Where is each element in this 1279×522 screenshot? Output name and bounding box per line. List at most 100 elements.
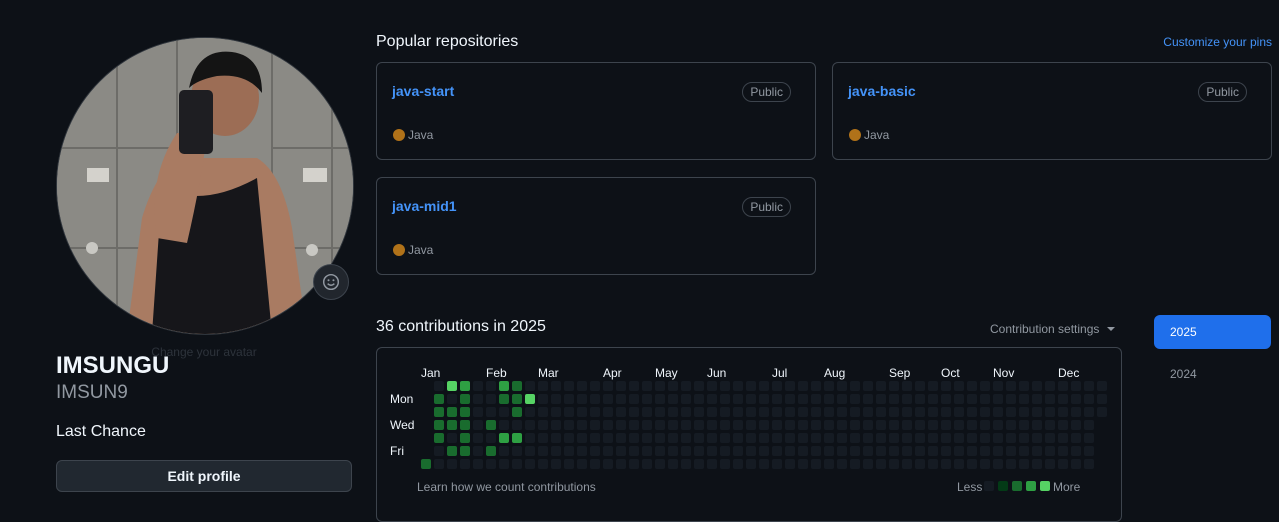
contribution-cell[interactable] (941, 446, 951, 456)
contribution-cell[interactable] (1084, 381, 1094, 391)
contribution-cell[interactable] (967, 459, 977, 469)
contribution-cell[interactable] (733, 446, 743, 456)
contribution-cell[interactable] (993, 446, 1003, 456)
contribution-cell[interactable] (486, 394, 496, 404)
contribution-cell[interactable] (538, 394, 548, 404)
contribution-cell[interactable] (889, 407, 899, 417)
contribution-cell[interactable] (941, 407, 951, 417)
contribution-cell[interactable] (707, 446, 717, 456)
contribution-cell[interactable] (1097, 394, 1107, 404)
contribution-cell[interactable] (785, 459, 795, 469)
contribution-cell[interactable] (941, 420, 951, 430)
contribution-cell[interactable] (447, 459, 457, 469)
contribution-cell[interactable] (1019, 407, 1029, 417)
contribution-cell[interactable] (668, 420, 678, 430)
contribution-cell[interactable] (824, 381, 834, 391)
contribution-cell[interactable] (525, 394, 535, 404)
contribution-cell[interactable] (746, 433, 756, 443)
contribution-cell[interactable] (460, 394, 470, 404)
contribution-cell[interactable] (694, 433, 704, 443)
contribution-cell[interactable] (525, 407, 535, 417)
contribution-cell[interactable] (512, 381, 522, 391)
edit-profile-button[interactable]: Edit profile (56, 460, 352, 492)
contribution-cell[interactable] (980, 446, 990, 456)
contribution-cell[interactable] (811, 420, 821, 430)
contribution-cell[interactable] (850, 394, 860, 404)
contribution-cell[interactable] (564, 381, 574, 391)
contribution-cell[interactable] (499, 394, 509, 404)
contribution-cell[interactable] (1006, 433, 1016, 443)
contribution-cell[interactable] (863, 407, 873, 417)
contribution-cell[interactable] (720, 459, 730, 469)
contribution-cell[interactable] (876, 433, 886, 443)
contribution-cell[interactable] (798, 433, 808, 443)
contribution-cell[interactable] (538, 381, 548, 391)
contribution-cell[interactable] (473, 420, 483, 430)
contribution-cell[interactable] (863, 459, 873, 469)
contribution-cell[interactable] (577, 420, 587, 430)
contribution-cell[interactable] (655, 433, 665, 443)
contribution-cell[interactable] (824, 446, 834, 456)
contribution-cell[interactable] (967, 433, 977, 443)
contribution-cell[interactable] (811, 433, 821, 443)
contribution-cell[interactable] (1019, 420, 1029, 430)
contribution-cell[interactable] (655, 420, 665, 430)
contribution-cell[interactable] (1058, 446, 1068, 456)
contribution-cell[interactable] (642, 433, 652, 443)
contribution-cell[interactable] (577, 446, 587, 456)
contribution-cell[interactable] (655, 394, 665, 404)
contribution-cell[interactable] (850, 420, 860, 430)
contribution-cell[interactable] (785, 420, 795, 430)
contribution-cell[interactable] (512, 420, 522, 430)
contribution-cell[interactable] (538, 433, 548, 443)
contribution-cell[interactable] (447, 446, 457, 456)
contribution-cell[interactable] (434, 433, 444, 443)
contribution-cell[interactable] (1058, 394, 1068, 404)
contribution-cell[interactable] (538, 459, 548, 469)
contribution-cell[interactable] (824, 459, 834, 469)
contribution-cell[interactable] (447, 420, 457, 430)
contribution-cell[interactable] (941, 433, 951, 443)
contribution-cell[interactable] (889, 459, 899, 469)
contribution-cell[interactable] (798, 381, 808, 391)
contribution-cell[interactable] (1084, 459, 1094, 469)
contribution-cell[interactable] (889, 420, 899, 430)
contribution-cell[interactable] (577, 433, 587, 443)
contribution-cell[interactable] (876, 407, 886, 417)
contribution-cell[interactable] (720, 446, 730, 456)
contribution-cell[interactable] (421, 459, 431, 469)
contribution-cell[interactable] (889, 433, 899, 443)
contribution-cell[interactable] (837, 459, 847, 469)
contribution-cell[interactable] (1032, 381, 1042, 391)
contribution-cell[interactable] (954, 394, 964, 404)
contribution-cell[interactable] (928, 394, 938, 404)
contribution-cell[interactable] (460, 446, 470, 456)
contribution-cell[interactable] (746, 459, 756, 469)
contribution-cell[interactable] (772, 407, 782, 417)
contribution-cell[interactable] (1045, 381, 1055, 391)
contribution-cell[interactable] (967, 446, 977, 456)
contribution-cell[interactable] (460, 381, 470, 391)
contribution-cell[interactable] (772, 459, 782, 469)
contribution-cell[interactable] (447, 381, 457, 391)
contribution-cell[interactable] (915, 446, 925, 456)
contribution-cell[interactable] (954, 420, 964, 430)
contribution-cell[interactable] (434, 420, 444, 430)
contribution-cell[interactable] (720, 394, 730, 404)
contribution-cell[interactable] (954, 446, 964, 456)
contribution-cell[interactable] (746, 394, 756, 404)
contribution-cell[interactable] (837, 394, 847, 404)
contribution-cell[interactable] (681, 459, 691, 469)
contribution-cell[interactable] (512, 459, 522, 469)
contribution-cell[interactable] (772, 446, 782, 456)
contribution-cell[interactable] (1045, 459, 1055, 469)
contribution-cell[interactable] (850, 407, 860, 417)
contribution-cell[interactable] (668, 407, 678, 417)
contribution-cell[interactable] (941, 394, 951, 404)
contribution-cell[interactable] (837, 420, 847, 430)
contribution-cell[interactable] (707, 381, 717, 391)
contribution-cell[interactable] (863, 446, 873, 456)
contribution-cell[interactable] (642, 446, 652, 456)
contribution-cell[interactable] (681, 394, 691, 404)
contribution-cell[interactable] (1032, 394, 1042, 404)
